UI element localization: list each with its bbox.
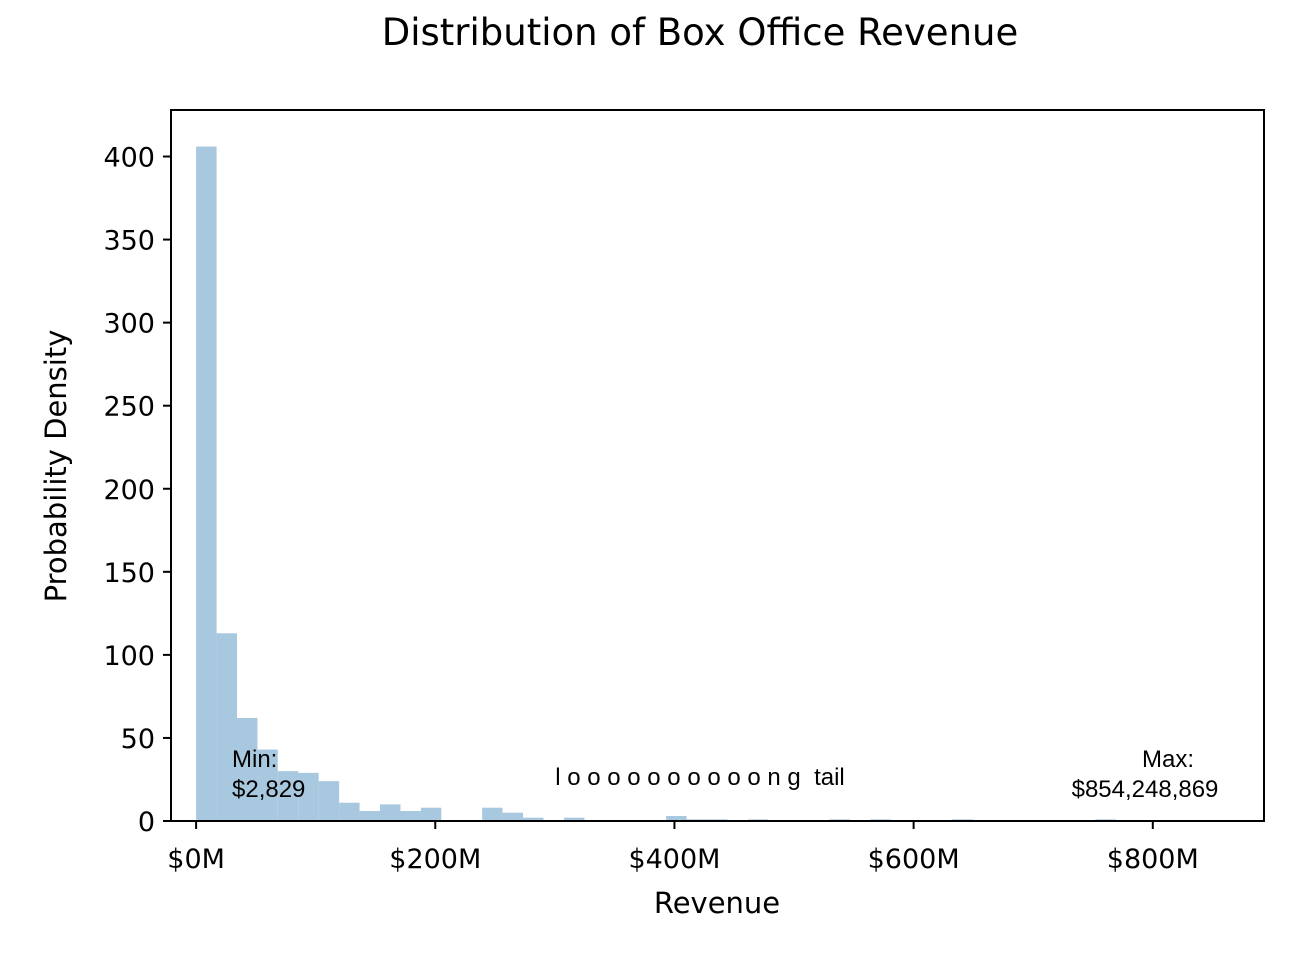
annotation-min-value: $2,829: [232, 776, 305, 803]
histogram-bar: [420, 807, 442, 821]
histogram-bar: [216, 633, 238, 821]
histogram-bar: [359, 811, 381, 821]
x-tick-label: $600M: [868, 844, 960, 875]
y-tick-label: 350: [103, 226, 155, 257]
y-tick-label: 200: [103, 475, 155, 506]
annotation-long-tail: l o o o o o o o o o o n g tail: [555, 764, 845, 791]
y-tick-label: 50: [121, 724, 155, 755]
histogram-bar: [380, 804, 401, 821]
histogram-bar: [277, 771, 299, 821]
histogram-bar: [400, 811, 421, 821]
histogram-bar: [318, 781, 340, 821]
x-tick-label: $400M: [628, 844, 720, 875]
histogram-bar: [257, 749, 278, 821]
annotation-max-value: $854,248,869: [1072, 776, 1219, 803]
histogram-bar: [237, 718, 258, 821]
annotation-max-label: Max:: [1142, 746, 1194, 773]
x-axis-label: Revenue: [654, 886, 780, 920]
histogram-bar: [339, 802, 360, 821]
y-tick-label: 250: [103, 392, 155, 423]
y-tick-label: 300: [103, 309, 155, 340]
y-tick-label: 400: [103, 143, 155, 174]
histogram-bar: [502, 812, 524, 821]
annotation-min-label: Min:: [232, 746, 277, 773]
histogram-bar: [523, 817, 544, 821]
y-tick-label: 0: [138, 807, 155, 838]
histogram-bar: [196, 146, 217, 821]
y-axis-ticks: 0 50 100 150 200 250 300 350 400: [103, 143, 171, 838]
chart-title: Distribution of Box Office Revenue: [382, 11, 1018, 54]
histogram-bar: [482, 807, 503, 821]
x-axis-ticks: $0M $200M $400M $600M $800M: [167, 821, 1199, 875]
plot-frame: [170, 109, 1265, 822]
y-tick-label: 150: [103, 558, 155, 589]
y-tick-label: 100: [103, 641, 155, 672]
x-tick-label: $0M: [167, 844, 225, 875]
y-axis-label: Probability Density: [39, 330, 73, 603]
histogram-bar: [666, 816, 687, 821]
x-tick-label: $800M: [1107, 844, 1199, 875]
histogram-bar: [298, 772, 319, 821]
x-tick-label: $200M: [389, 844, 481, 875]
histogram-bars: [196, 146, 1116, 821]
histogram-bar: [563, 817, 585, 821]
